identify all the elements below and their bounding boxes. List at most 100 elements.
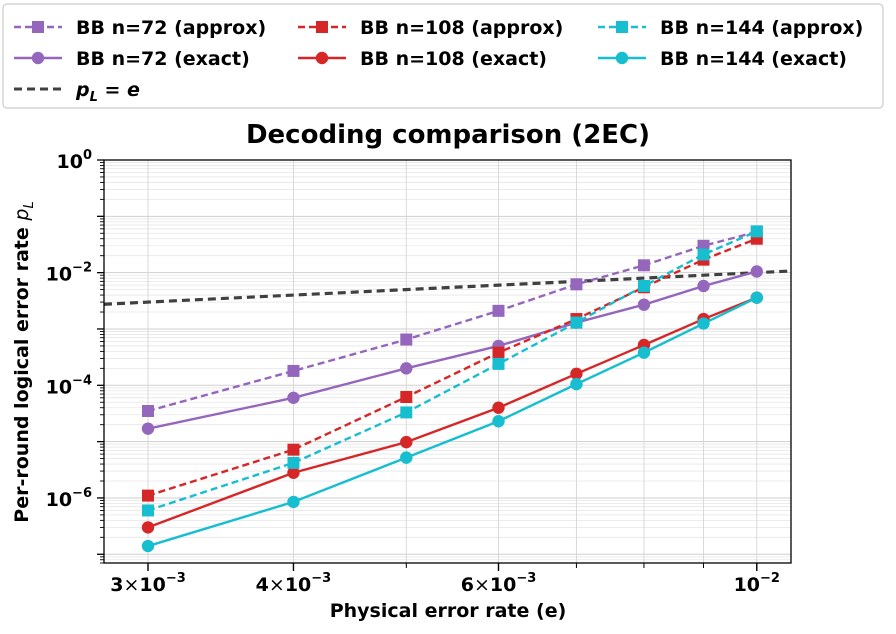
legend: BB n=72 (approx) BB n=72 (exact) BB n=108 … bbox=[2, 3, 884, 109]
legend-marker-circle bbox=[615, 51, 629, 65]
x-tick-label: 3×10−3 bbox=[110, 571, 186, 596]
data-point-square bbox=[141, 404, 154, 417]
chart-title: Decoding comparison (2EC) bbox=[246, 120, 650, 150]
x-tick-label-mantissa: 3 bbox=[110, 574, 123, 596]
series-line bbox=[147, 230, 758, 413]
y-tick-label-base: 10 bbox=[46, 264, 72, 286]
series-line bbox=[147, 237, 758, 497]
data-point-circle bbox=[492, 415, 505, 428]
legend-label: BB n=108 (approx) bbox=[360, 17, 563, 39]
legend-marker-square bbox=[616, 21, 628, 33]
y-tick-label: 10−6 bbox=[46, 486, 92, 511]
legend-entry-reference: pL = e bbox=[14, 79, 140, 105]
data-point-square bbox=[287, 364, 300, 377]
x-tick-label: 10−2 bbox=[734, 571, 780, 596]
data-point-circle bbox=[141, 539, 155, 553]
x-tick-label: 4×10−3 bbox=[256, 571, 332, 596]
legend-entry-1: BB n=72 (approx) bbox=[14, 17, 266, 39]
legend-entry-6: BB n=144 (exact) bbox=[598, 48, 847, 70]
x-tick-label-exponent: −3 bbox=[311, 571, 331, 586]
data-point-circle bbox=[400, 451, 413, 464]
data-point-square bbox=[570, 316, 583, 329]
x-tick-label-times: × bbox=[269, 574, 285, 596]
legend-marker-square bbox=[316, 21, 328, 33]
x-axis-label: Physical error rate (e) bbox=[330, 600, 567, 622]
data-point-circle bbox=[697, 279, 710, 293]
data-point-square bbox=[400, 333, 413, 346]
data-point-square bbox=[287, 443, 300, 456]
legend-reference-symbol: p bbox=[75, 79, 90, 101]
x-tick-label-times: × bbox=[474, 574, 490, 596]
y-tick-label: 10−4 bbox=[46, 373, 92, 398]
data-point-square bbox=[492, 357, 505, 370]
legend-marker-circle bbox=[315, 51, 329, 65]
legend-label: BB n=144 (approx) bbox=[660, 17, 863, 39]
data-point-circle bbox=[400, 362, 413, 375]
data-point-circle bbox=[570, 367, 583, 381]
y-axis-label: Per-round logical error rate pL bbox=[11, 201, 37, 522]
data-point-square bbox=[400, 406, 413, 419]
x-tick-label-exponent: −3 bbox=[166, 571, 186, 586]
series-5 bbox=[141, 225, 763, 517]
data-point-circle bbox=[637, 298, 651, 311]
data-point-square bbox=[141, 504, 154, 517]
y-tick-label-base: 10 bbox=[46, 376, 72, 398]
series-4 bbox=[141, 291, 763, 534]
x-tick-label-exponent: −3 bbox=[516, 571, 536, 586]
data-point-square bbox=[750, 225, 763, 238]
series-line bbox=[147, 230, 758, 512]
y-tick-label: 100 bbox=[57, 148, 93, 173]
y-tick-label-base: 10 bbox=[57, 151, 83, 173]
data-point-square bbox=[637, 259, 650, 272]
y-axis-label-symbol: p bbox=[11, 209, 33, 222]
y-axis-label-main: Per-round logical error rate bbox=[11, 221, 33, 523]
y-axis-label-subscript: L bbox=[22, 201, 37, 208]
series-line bbox=[147, 270, 758, 430]
x-tick-label-exponent: −2 bbox=[760, 571, 780, 586]
legend-entry-3: BB n=108 (approx) bbox=[298, 17, 563, 39]
legend-marker-circle bbox=[31, 51, 45, 65]
data-point-circle bbox=[570, 377, 583, 391]
series-1 bbox=[141, 225, 763, 417]
legend-box bbox=[2, 3, 884, 109]
x-tick-label-base: 10 bbox=[285, 574, 311, 596]
data-point-square bbox=[697, 248, 710, 261]
legend-label: BB n=72 (approx) bbox=[76, 17, 266, 39]
legend-entry-5: BB n=144 (approx) bbox=[598, 17, 863, 39]
series-layer bbox=[141, 225, 763, 553]
y-tick-label-exponent: −4 bbox=[72, 373, 92, 388]
series-2 bbox=[141, 265, 763, 435]
y-tick-label-exponent: −6 bbox=[72, 486, 92, 501]
data-point-square bbox=[492, 304, 505, 317]
reference-line-layer bbox=[103, 269, 792, 306]
y-tick-label-base: 10 bbox=[46, 489, 72, 511]
data-point-circle bbox=[287, 391, 300, 404]
x-tick-label-mantissa: 4 bbox=[256, 574, 269, 596]
legend-label: BB n=108 (exact) bbox=[360, 48, 547, 70]
data-point-circle bbox=[637, 346, 651, 359]
data-point-square bbox=[400, 390, 413, 403]
legend-label: BB n=144 (exact) bbox=[660, 48, 847, 70]
data-point-circle bbox=[492, 401, 505, 414]
data-point-square bbox=[141, 489, 154, 502]
x-tick-label-times: × bbox=[123, 574, 139, 596]
data-point-square bbox=[637, 279, 650, 292]
y-tick-label-exponent: 0 bbox=[83, 148, 92, 163]
x-tick-label: 6×10−3 bbox=[461, 571, 537, 596]
reference-line bbox=[103, 269, 792, 306]
legend-reference-label: pL = e bbox=[75, 79, 140, 105]
data-point-circle bbox=[750, 265, 763, 278]
legend-reference-rest: = e bbox=[98, 79, 140, 101]
plot-frame bbox=[103, 159, 792, 564]
legend-entry-4: BB n=108 (exact) bbox=[298, 48, 547, 70]
series-6 bbox=[141, 291, 763, 553]
legend-marker-square bbox=[32, 21, 44, 33]
data-point-square bbox=[492, 346, 505, 359]
legend-reference-subscript: L bbox=[90, 90, 98, 105]
legend-entry-2: BB n=72 (exact) bbox=[14, 48, 250, 70]
data-point-circle bbox=[141, 422, 155, 435]
data-point-circle bbox=[141, 521, 155, 534]
x-tick-label-base: 10 bbox=[139, 574, 165, 596]
